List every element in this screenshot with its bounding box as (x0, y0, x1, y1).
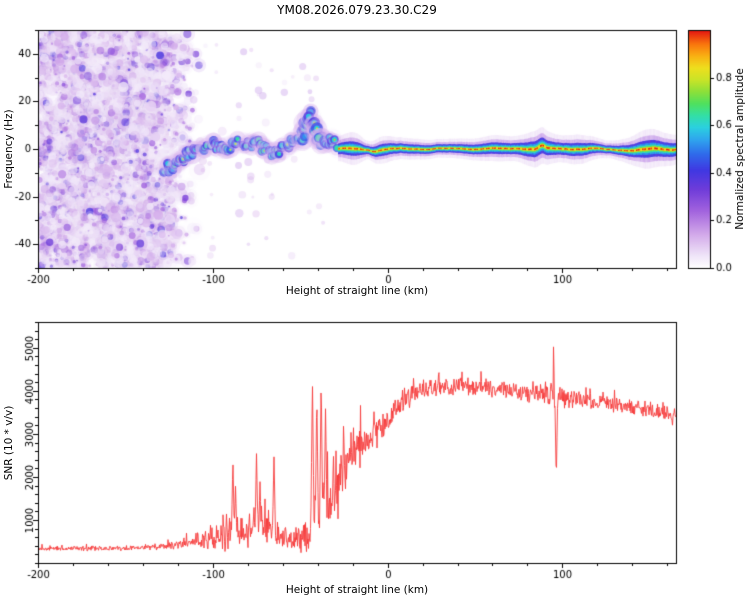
spectrogram-canvas (0, 0, 750, 300)
snr-canvas (0, 300, 750, 600)
snr-axis-label: SNR (10 * v/v) (3, 405, 15, 481)
frequency-axis-label: Frequency (Hz) (3, 109, 15, 189)
top-x-axis-label: Height of straight line (km) (285, 285, 429, 297)
chart-title: YM08.2026.079.23.30.C29 (277, 3, 437, 17)
colorbar-label: Normalized spectral amplitude (734, 68, 746, 230)
bottom-x-axis-label: Height of straight line (km) (285, 584, 429, 596)
